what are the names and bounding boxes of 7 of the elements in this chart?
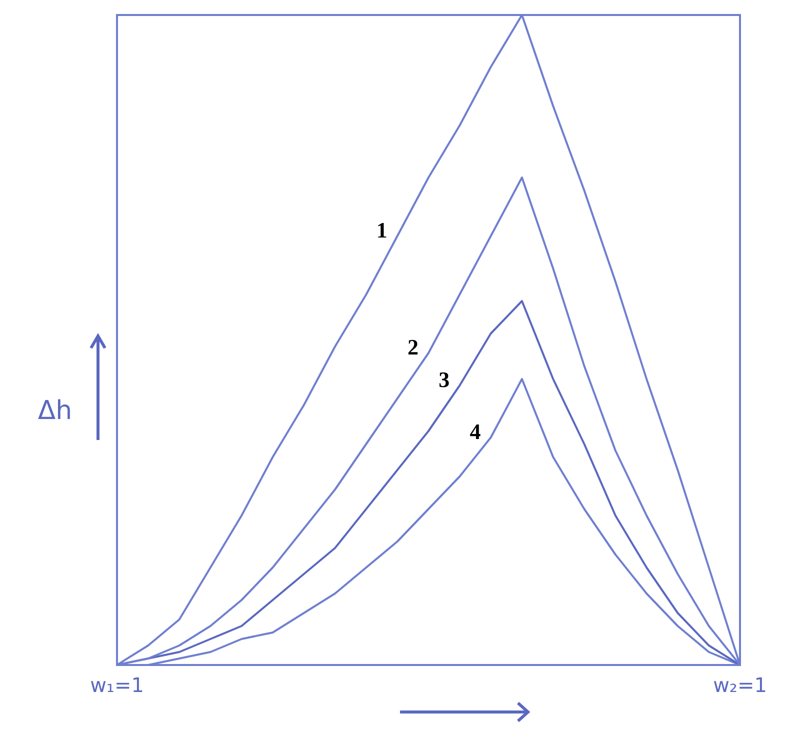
y-axis-title: Δh: [38, 396, 72, 426]
series-label: 1: [376, 218, 388, 243]
series-label: 3: [438, 367, 450, 392]
x-tick-label: w₁=1: [90, 673, 144, 698]
series-label: 4: [470, 419, 481, 444]
x-tick-label: w₂=1: [713, 673, 767, 698]
series-label: 2: [408, 334, 418, 360]
